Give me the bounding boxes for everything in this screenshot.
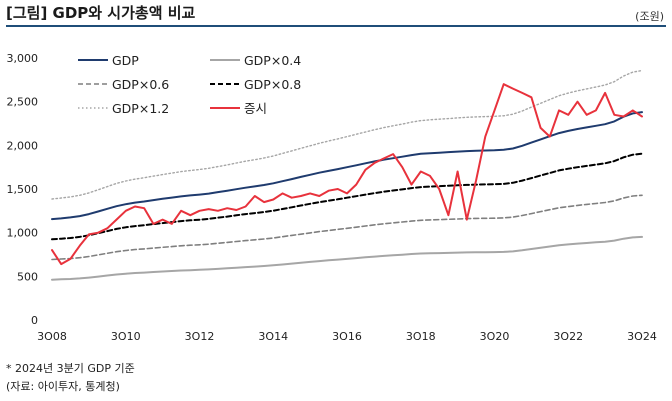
x-tick-label: 3Q20 [480,330,510,340]
legend-label: GDP×1.2 [112,101,169,116]
legend-label: GDP×0.8 [244,77,301,92]
line-chart: 0 500 1,000 1,500 2,000 2,500 3,000 3Q08 3Q10 3Q1… [7,52,657,340]
series-line [51,83,643,266]
series-line [51,194,643,261]
legend-label: GDP×0.4 [244,53,301,68]
legend-label: GDP×0.6 [112,77,169,92]
y-tick-label: 2,500 [7,96,39,109]
y-tick-label: 3,000 [7,52,39,65]
x-tick-label: 3Q14 [258,330,288,340]
x-tick-label: 3Q24 [627,330,657,340]
footnote-basis: * 2024년 3분기 GDP 기준 [6,362,135,375]
legend-label: 증시 [244,101,267,116]
x-tick-label: 3Q12 [185,330,215,340]
y-tick-label: 1,500 [7,183,39,196]
title-divider [6,25,666,27]
y-tick-label: 1,000 [7,227,39,240]
series-line [51,152,643,241]
series-line [51,111,643,221]
y-tick-label: 2,000 [7,139,39,152]
x-tick-label: 3Q16 [332,330,362,340]
legend-label: GDP [112,53,139,68]
footnote-source: (자료: 아이투자, 통계청) [6,380,120,393]
y-tick-label: 0 [31,314,38,327]
chart-title: [그림] GDP와 시가총액 비교 [6,4,196,22]
x-tick-label: 3Q18 [406,330,436,340]
x-tick-label: 3Q10 [111,330,141,340]
y-tick-label: 500 [17,270,38,283]
series-line [51,69,643,200]
series-line [51,235,643,281]
unit-label: (조원) [635,10,664,23]
x-tick-label: 3Q22 [553,330,583,340]
x-tick-label: 3Q08 [37,330,67,340]
